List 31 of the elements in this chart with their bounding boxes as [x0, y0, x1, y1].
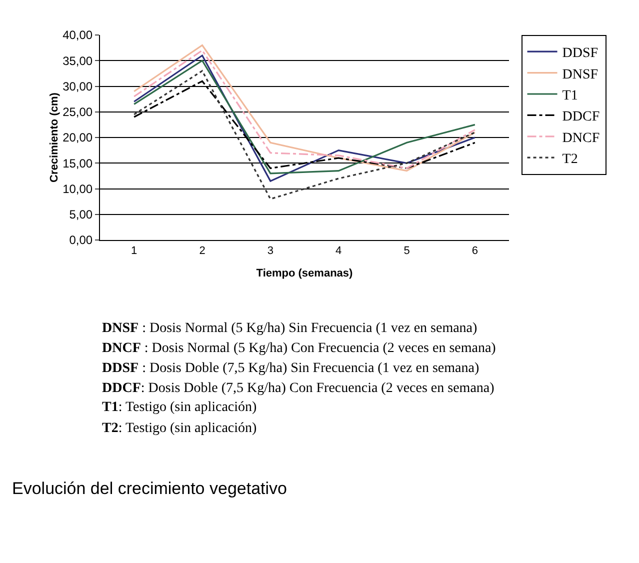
x-tick-label: 4 — [336, 245, 342, 258]
y-tick-label: 20,00 — [62, 130, 93, 145]
y-tick-label: 35,00 — [62, 54, 93, 68]
text: DNCF : Dosis Normal (5 Kg/ha) Con Frecuencia (2 veces en semana) — [102, 341, 496, 356]
legend-label: DDCF — [562, 110, 600, 125]
legend-label: T1 — [562, 88, 578, 104]
x-tick-label: 2 — [199, 245, 206, 258]
text: Evolución del crecimiento vegetativo — [12, 479, 287, 498]
y-tick-label: 5,00 — [69, 208, 93, 222]
legend-label: T2 — [562, 152, 578, 168]
text: T2: Testigo (sin aplicación) — [102, 421, 258, 436]
x-tick-label: 1 — [131, 245, 138, 258]
y-tick-label: 10,00 — [62, 182, 93, 196]
y-tick-label: 15,00 — [62, 156, 93, 170]
y-tick-label: 30,00 — [62, 79, 93, 94]
x-axis-title: Tiempo (semanas) — [256, 267, 354, 280]
y-axis-title: Crecimiento (cm) — [48, 92, 61, 182]
text: DDSF : Dosis Doble (7,5 Kg/ha) Sin Frecuencia (1 vez en semana) — [102, 361, 480, 376]
x-tick-label: 5 — [404, 245, 410, 258]
text: DDCF: Dosis Doble (7,5 Kg/ha) Con Frecuencia (2 veces en semana) — [102, 381, 495, 396]
y-tick-label: 25,00 — [62, 105, 93, 120]
legend-label: DNCF — [562, 130, 600, 146]
line-series — [133, 70, 476, 200]
x-tick-label: 6 — [472, 245, 478, 258]
legend-label: DNSF — [562, 67, 598, 82]
x-tick-label: 3 — [267, 245, 274, 258]
text: DNSF : Dosis Normal (5 Kg/ha) Sin Frecuencia (1 vez en semana) — [102, 321, 478, 336]
legend-label: DDSF — [562, 46, 598, 62]
y-tick-label: 40,00 — [62, 28, 93, 42]
y-tick-label: 0,00 — [69, 233, 93, 248]
text: T1: Testigo (sin aplicación) — [102, 400, 258, 415]
